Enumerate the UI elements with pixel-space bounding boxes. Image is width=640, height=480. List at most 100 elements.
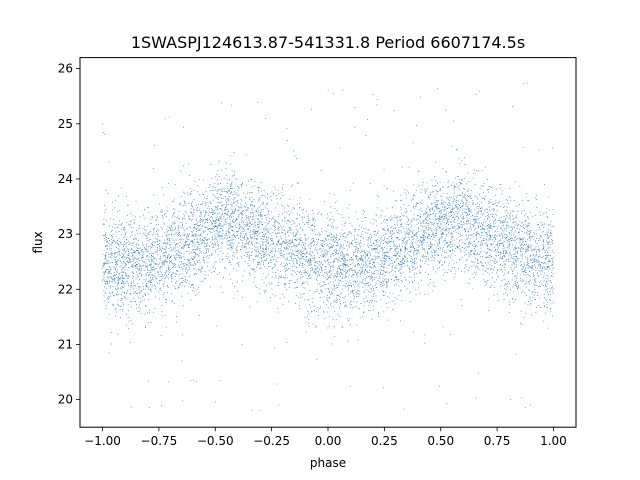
data-point [502, 248, 504, 250]
data-point [431, 229, 432, 231]
data-point [116, 294, 118, 296]
data-point [345, 263, 347, 265]
data-point [504, 250, 506, 252]
data-point [285, 239, 287, 241]
data-point [428, 195, 429, 197]
data-point [374, 219, 376, 221]
data-point [412, 198, 414, 199]
data-point [107, 280, 108, 282]
data-point [284, 242, 285, 244]
data-point [188, 260, 189, 262]
data-point [103, 218, 105, 220]
data-point [316, 311, 317, 312]
data-point [318, 256, 320, 258]
data-point [155, 241, 156, 243]
data-point [400, 320, 401, 322]
data-point [159, 247, 161, 249]
data-point [227, 231, 229, 233]
data-point [305, 256, 307, 258]
data-point [405, 210, 407, 212]
data-point [232, 194, 234, 196]
data-point [524, 270, 526, 272]
data-point [164, 260, 166, 262]
data-point [451, 215, 452, 216]
data-point [124, 228, 126, 230]
data-point [118, 251, 120, 252]
data-point [420, 96, 421, 98]
data-point [339, 296, 341, 297]
data-point [367, 237, 369, 239]
data-point [517, 272, 518, 274]
data-point [411, 219, 413, 221]
data-point [530, 230, 532, 232]
data-point [302, 283, 303, 285]
data-point [177, 271, 179, 272]
data-point [488, 237, 490, 239]
data-point [521, 268, 522, 270]
data-point [108, 273, 110, 274]
data-point [109, 248, 111, 250]
data-point [549, 300, 551, 302]
data-point [467, 236, 469, 238]
data-point [514, 253, 516, 255]
data-point [188, 236, 190, 238]
data-point [406, 230, 408, 232]
data-point [525, 240, 527, 242]
data-point [182, 278, 184, 279]
data-point [548, 242, 549, 243]
data-point [198, 244, 200, 246]
data-point [532, 291, 534, 293]
data-point [424, 236, 426, 238]
data-point [290, 273, 292, 275]
data-point [227, 217, 229, 219]
data-point [231, 213, 233, 215]
data-point [287, 231, 289, 233]
data-point [104, 271, 106, 273]
data-point [515, 299, 516, 301]
data-point [280, 254, 281, 256]
data-point [175, 264, 176, 265]
data-point [243, 206, 245, 207]
data-point [370, 244, 372, 246]
data-point [342, 235, 344, 237]
data-point [121, 267, 123, 269]
data-point [438, 385, 440, 387]
data-point [453, 262, 455, 264]
data-point [278, 239, 280, 241]
data-point [400, 229, 402, 231]
data-point [305, 331, 307, 333]
data-point [476, 207, 478, 209]
data-point [234, 221, 236, 223]
data-point [256, 208, 258, 210]
data-point [300, 293, 302, 295]
data-point [451, 237, 453, 238]
data-point [411, 225, 412, 227]
data-point [548, 261, 549, 262]
data-point [493, 237, 495, 239]
data-point [103, 271, 105, 273]
data-point [215, 229, 217, 231]
data-point [337, 261, 339, 263]
data-point [483, 183, 485, 184]
data-point [342, 274, 344, 276]
data-point [188, 175, 190, 177]
data-point [189, 218, 191, 220]
data-point [206, 219, 208, 221]
data-point [117, 279, 119, 281]
data-point [333, 281, 334, 283]
data-point [119, 255, 121, 256]
data-point [364, 217, 366, 218]
data-point [474, 208, 476, 210]
data-point [321, 267, 322, 269]
data-point [191, 252, 193, 254]
data-point [526, 250, 528, 251]
data-point [337, 294, 338, 296]
data-point [233, 252, 235, 253]
data-point [295, 245, 297, 247]
data-point [455, 177, 456, 179]
data-point [546, 281, 547, 283]
data-point [211, 243, 213, 244]
data-point [123, 286, 124, 288]
data-point [424, 218, 426, 219]
data-point [230, 216, 232, 218]
